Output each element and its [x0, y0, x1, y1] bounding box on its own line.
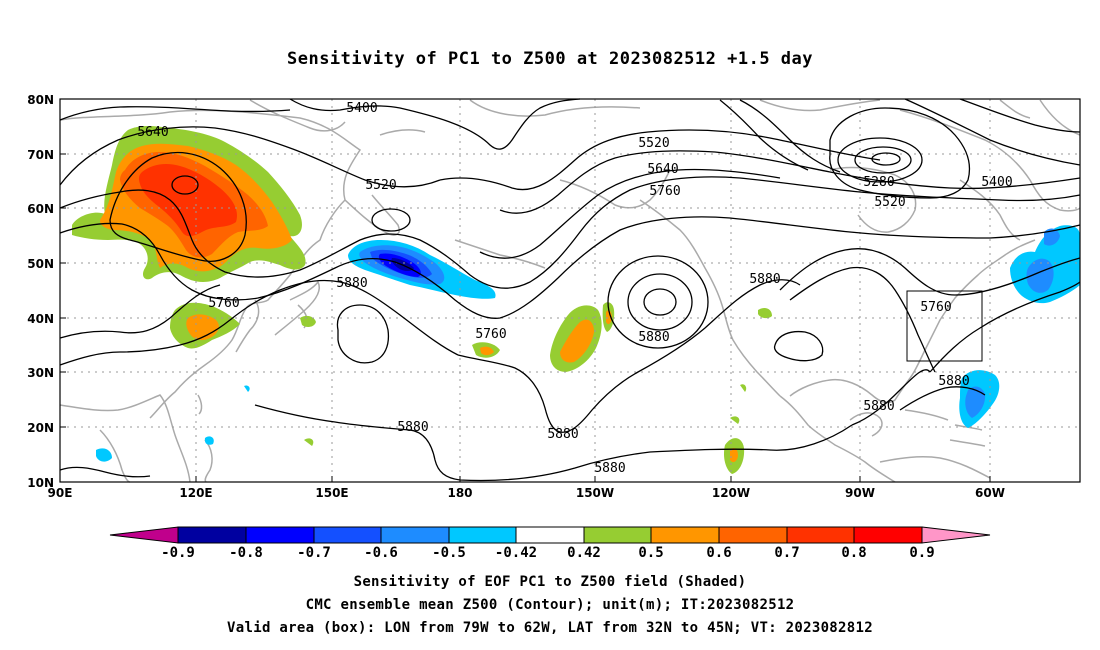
- contour-label: 5400: [346, 101, 377, 116]
- lat-label-20n: 20N: [27, 421, 54, 435]
- axis-ticks: [60, 98, 991, 483]
- lon-label-90e: 90E: [48, 486, 73, 500]
- lat-label-40n: 40N: [27, 312, 54, 326]
- contour-labels: 5400 5640 5520 5520 5640 5760 5280 5520 …: [137, 101, 1012, 476]
- colorbar-label: -0.7: [297, 545, 331, 561]
- colorbar-segment: [786, 526, 855, 544]
- colorbar-label: -0.42: [495, 545, 537, 561]
- contour-label: 5520: [638, 136, 669, 151]
- colorbar-label: -0.8: [229, 545, 263, 561]
- lat-label-80n: 80N: [27, 93, 54, 107]
- z500-contours: [59, 98, 1081, 482]
- contour-label: 5880: [749, 272, 780, 287]
- caption-line-3: Valid area (box): LON from 79W to 62W, L…: [227, 620, 873, 636]
- contour-label: 5520: [365, 178, 396, 193]
- contour-label: 5760: [920, 300, 951, 315]
- lon-label-150w: 150W: [576, 486, 614, 500]
- contour-label: 5880: [638, 330, 669, 345]
- colorbar-low-arrow: [109, 526, 179, 544]
- contour-label: 5880: [863, 399, 894, 414]
- colorbar-label: -0.6: [364, 545, 398, 561]
- contour-label: 5880: [336, 276, 367, 291]
- colorbar-segment: [313, 526, 382, 544]
- map-frame: [59, 98, 1081, 483]
- contour-label: 5760: [475, 327, 506, 342]
- contour-label: 5640: [137, 125, 168, 140]
- lat-label-70n: 70N: [27, 148, 54, 162]
- graticule: [60, 99, 1080, 482]
- contour-label: 5520: [874, 195, 905, 210]
- lon-label-120e: 120E: [179, 486, 212, 500]
- colorbar-segment: [583, 526, 652, 544]
- contour-label: 5880: [594, 461, 625, 476]
- caption-line-2: CMC ensemble mean Z500 (Contour); unit(m…: [305, 597, 795, 613]
- colorbar-high-arrow: [921, 526, 991, 544]
- latitude-labels: 80N 70N 60N 50N 40N 30N 20N 10N: [27, 93, 54, 490]
- lat-label-10n: 10N: [27, 476, 54, 490]
- lon-label-90w: 90W: [845, 486, 875, 500]
- valid-area-box: [906, 290, 983, 362]
- lat-label-30n: 30N: [27, 366, 54, 380]
- lat-label-50n: 50N: [27, 257, 54, 271]
- contour-label: 5880: [547, 427, 578, 442]
- page-title: Sensitivity of PC1 to Z500 at 2023082512…: [286, 49, 813, 69]
- colorbar-segment: [853, 526, 923, 544]
- contour-label: 5640: [647, 162, 678, 177]
- colorbar-label: 0.7: [774, 545, 799, 561]
- colorbar: -0.9 -0.8 -0.7 -0.6 -0.5 -0.42 0.42 0.5 …: [109, 526, 991, 561]
- contour-label: 5760: [649, 184, 680, 199]
- colorbar-label: 0.9: [909, 545, 934, 561]
- map-panel: 5400 5640 5520 5520 5640 5760 5280 5520 …: [59, 98, 1081, 483]
- colorbar-segment: [515, 526, 585, 544]
- lon-label-150e: 150E: [315, 486, 348, 500]
- colorbar-label: 0.5: [638, 545, 663, 561]
- colorbar-segment: [380, 526, 450, 544]
- colorbar-segment: [718, 526, 788, 544]
- contour-label: 5280: [863, 175, 894, 190]
- colorbar-label: 0.42: [567, 545, 601, 561]
- sensitivity-shading: [72, 126, 1080, 474]
- colorbar-label: -0.5: [432, 545, 466, 561]
- colorbar-segment: [650, 526, 720, 544]
- colorbar-label: 0.8: [841, 545, 866, 561]
- lon-label-120w: 120W: [712, 486, 750, 500]
- colorbar-segment: [177, 526, 247, 544]
- colorbar-segment: [245, 526, 315, 544]
- caption-line-1: Sensitivity of EOF PC1 to Z500 field (Sh…: [353, 574, 747, 590]
- contour-label: 5880: [397, 420, 428, 435]
- contour-label: 5880: [938, 374, 969, 389]
- positive-region-asia-red: [138, 164, 238, 237]
- contour-label: 5400: [981, 175, 1012, 190]
- colorbar-segment: [448, 526, 517, 544]
- colorbar-label: -0.9: [161, 545, 195, 561]
- longitude-labels: 90E 120E 150E 180 150W 120W 90W 60W: [48, 486, 1005, 500]
- lon-label-180: 180: [447, 486, 472, 500]
- lat-label-60n: 60N: [27, 202, 54, 216]
- lon-label-60w: 60W: [975, 486, 1005, 500]
- contour-label: 5760: [208, 296, 239, 311]
- colorbar-label: 0.6: [706, 545, 731, 561]
